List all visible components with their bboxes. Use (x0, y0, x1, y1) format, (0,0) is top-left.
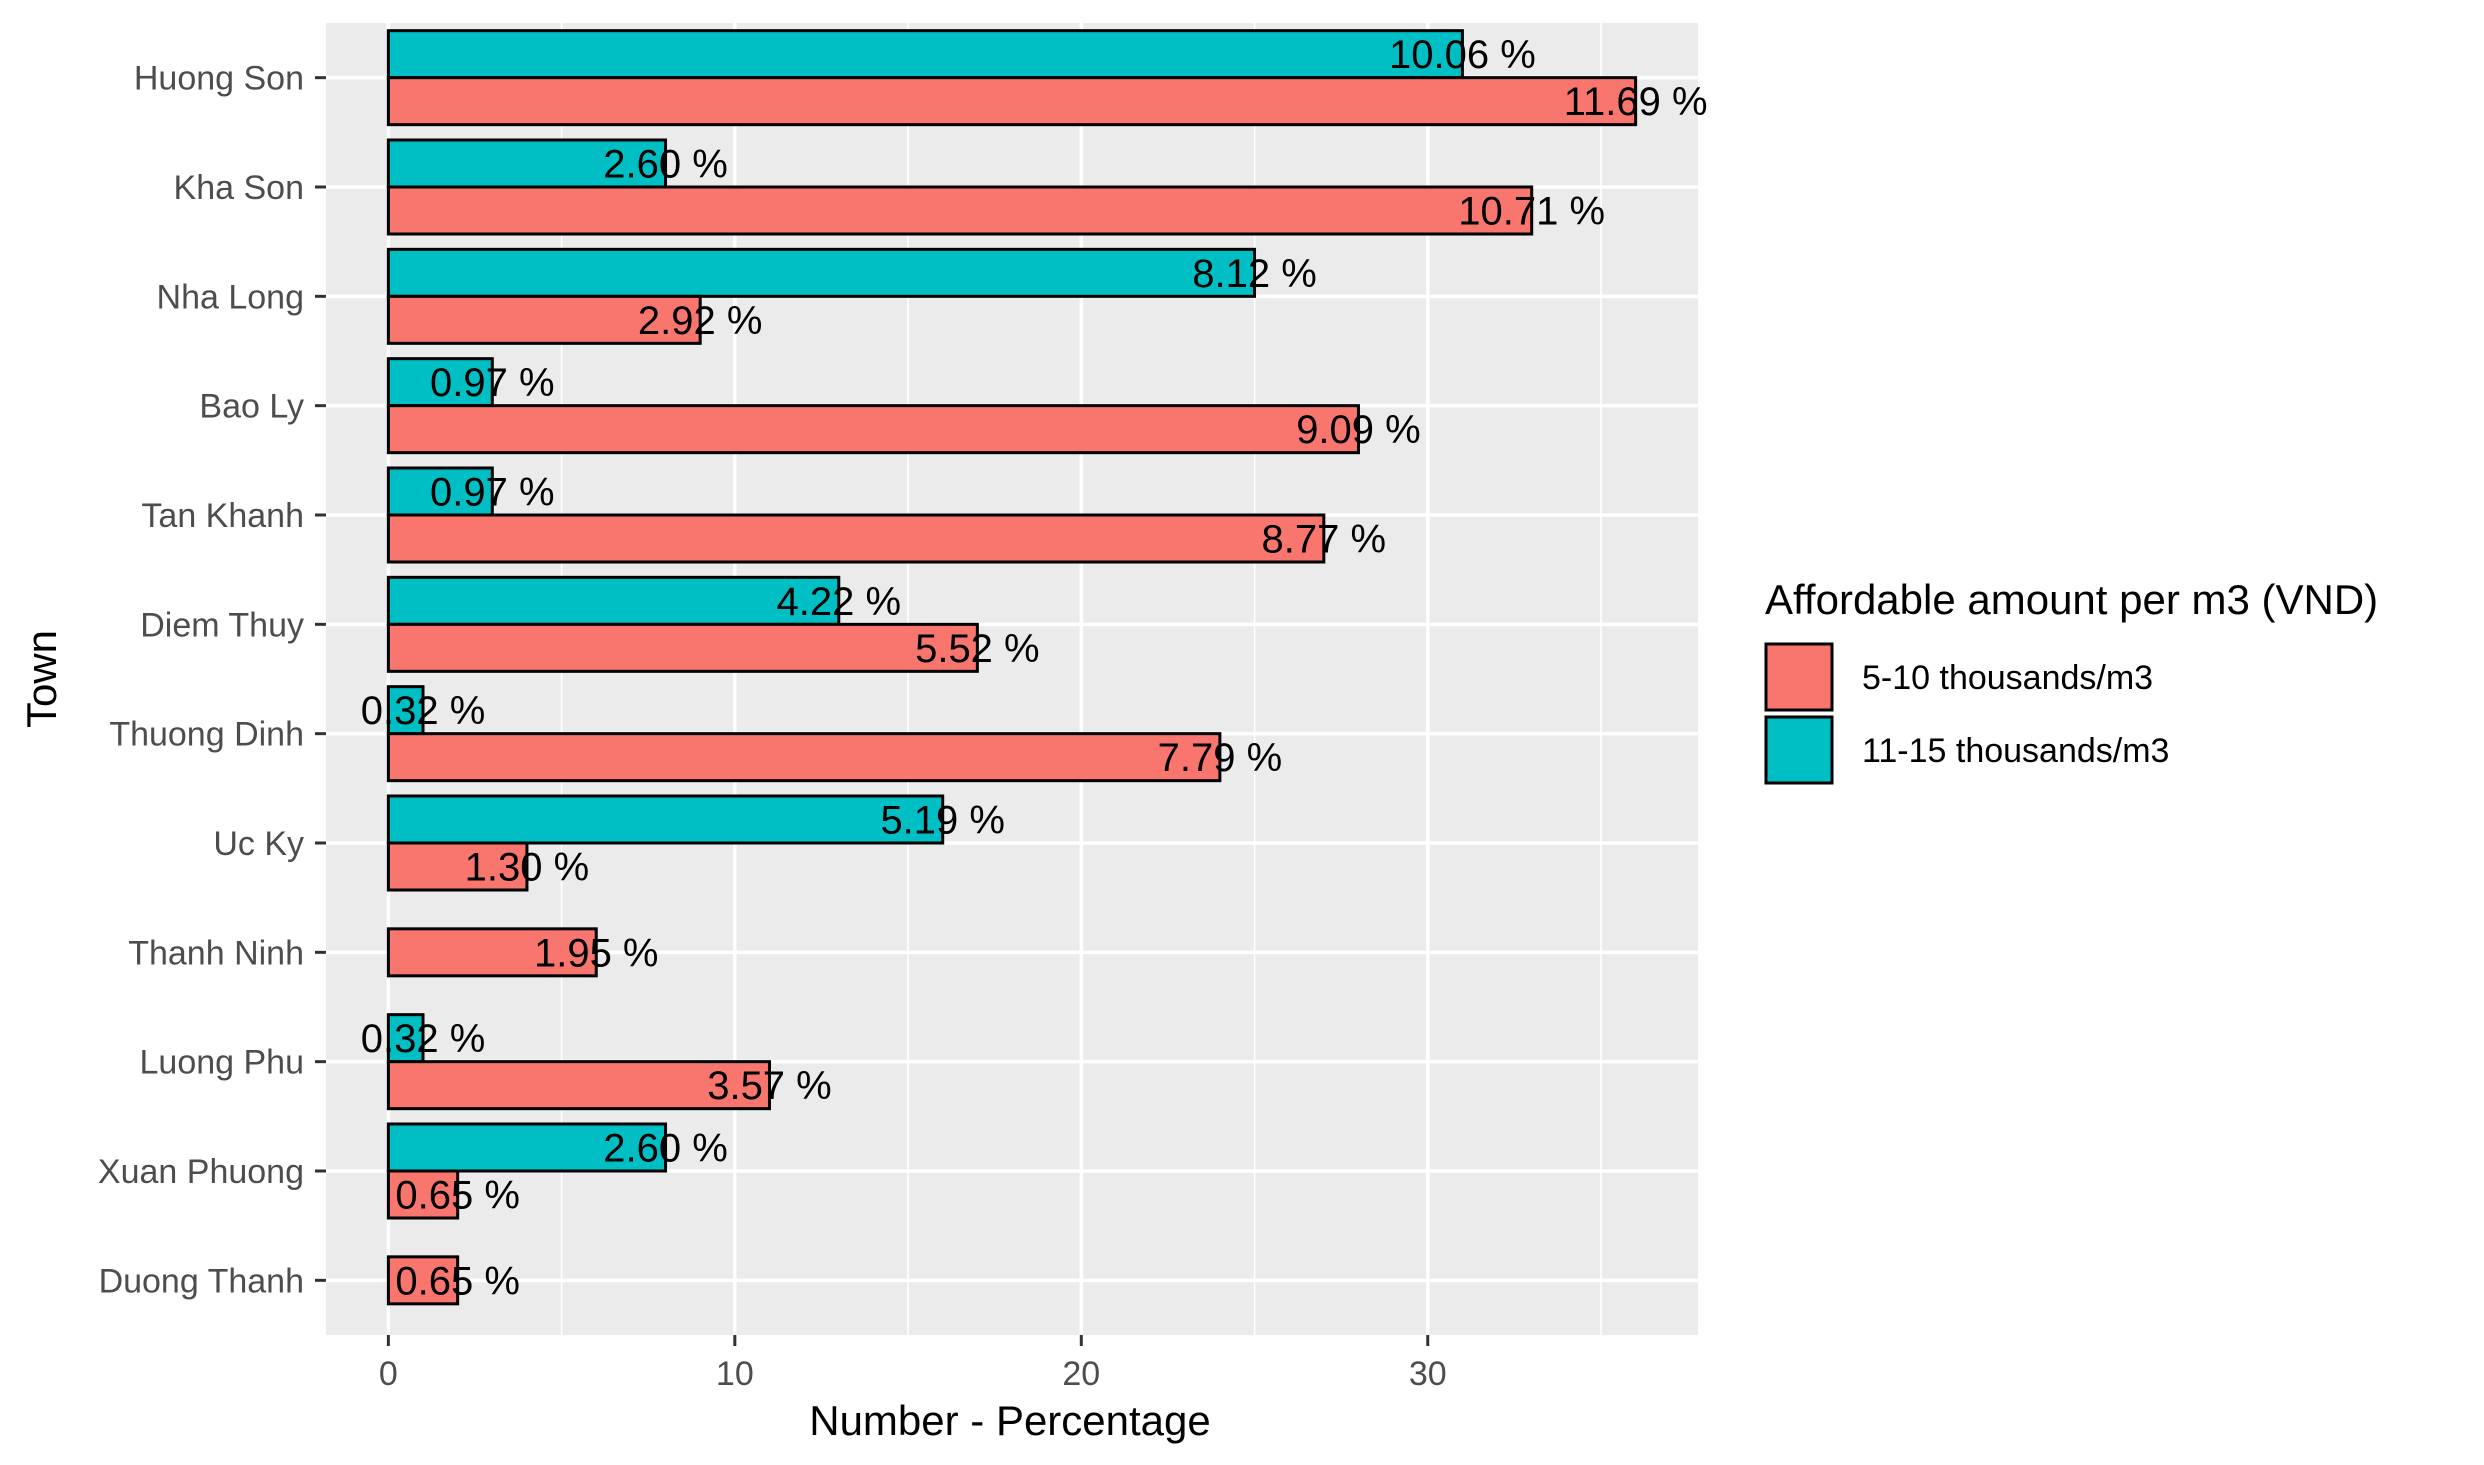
bar-series2 (386, 466, 494, 517)
data-label-series1: 0.65 % (395, 1174, 520, 1218)
bar-series2 (386, 138, 668, 189)
y-tick-label: Nha Long (157, 278, 304, 316)
data-labels: 10.06 % 11.69 % 2.60 % 10.71 % 8.12 % 2.92 % 0… (361, 33, 1708, 1303)
legend-key-11-15 (1764, 715, 1834, 785)
data-label-series1: 10.71 % (1458, 190, 1605, 234)
y-tick-label: Luong Phu (140, 1044, 305, 1082)
bar-series1 (386, 1169, 460, 1220)
data-label-series2: 2.60 % (603, 143, 728, 187)
data-label-series2: 0.32 % (361, 1017, 486, 1061)
y-tick-label: Uc Ky (213, 825, 304, 863)
data-label-series2: 5.19 % (880, 799, 1005, 843)
y-axis: Huong Son Kha Son Nha Long Bao Ly Tan Khanh D… (98, 60, 326, 1300)
x-axis-title: Number - Percentage (809, 1397, 1211, 1444)
x-tick-label: 20 (1062, 1355, 1100, 1393)
bar-series1 (386, 513, 1326, 564)
data-label-series1: 1.95 % (534, 931, 659, 975)
y-tick-label: Bao Ly (199, 388, 304, 426)
bar-series2 (386, 29, 1464, 80)
y-tick-label: Thuong Dinh (109, 716, 304, 754)
data-label-series1: 3.57 % (707, 1064, 832, 1108)
y-tick-label: Xuan Phuong (98, 1153, 304, 1191)
legend-label-5-10: 5-10 thousands/m3 (1862, 659, 2153, 697)
x-tick-label: 0 (379, 1355, 398, 1393)
legend-label-11-15: 11-15 thousands/m3 (1862, 732, 2169, 770)
bar-series2 (386, 575, 841, 626)
bar-series2 (386, 1122, 668, 1173)
legend-title: Affordable amount per m3 (VND) (1765, 576, 2378, 623)
data-label-series2: 0.32 % (361, 689, 486, 733)
y-tick-label: Duong Thanh (99, 1262, 304, 1300)
y-tick-label: Kha Son (174, 169, 304, 207)
data-label-series1: 1.30 % (465, 846, 590, 890)
bar-series2 (386, 1013, 425, 1064)
data-label-series2: 2.60 % (603, 1127, 728, 1171)
bar-series1 (386, 841, 529, 892)
bar-series1 (386, 732, 1222, 783)
y-axis-title: Town (18, 630, 65, 728)
data-label-series1: 9.09 % (1296, 408, 1421, 452)
bar-series1 (386, 1255, 460, 1306)
bar-series1 (386, 404, 1360, 455)
data-label-series2: 4.22 % (777, 580, 902, 624)
bar-series2 (386, 794, 945, 845)
y-tick-label: Tan Khanh (141, 497, 304, 535)
bar-series1 (386, 927, 598, 978)
bar-series1 (386, 622, 979, 673)
x-tick-label: 30 (1409, 1355, 1447, 1393)
bar-series1 (386, 76, 1638, 127)
bar-series1 (386, 1060, 771, 1111)
data-label-series1: 11.69 % (1564, 80, 1708, 124)
data-label-series2: 8.12 % (1192, 252, 1317, 296)
bar-series1 (386, 185, 1534, 236)
plot-panel (326, 23, 1698, 1335)
data-label-series1: 8.77 % (1262, 518, 1387, 562)
legend-key-5-10 (1764, 642, 1834, 712)
bars (386, 29, 1638, 1306)
data-label-series2: 0.97 % (430, 361, 555, 405)
data-label-series1: 0.65 % (395, 1259, 520, 1303)
bar-series2 (386, 247, 1257, 298)
data-label-series1: 5.52 % (915, 627, 1040, 671)
bar-series2 (386, 357, 494, 408)
data-label-series2: 0.97 % (430, 471, 555, 515)
y-tick-label: Thanh Ninh (128, 934, 304, 972)
y-tick-label: Diem Thuy (140, 606, 304, 644)
data-label-series1: 2.92 % (638, 299, 763, 343)
data-label-series1: 7.79 % (1158, 736, 1283, 780)
bar-series1 (386, 294, 702, 345)
legend: Affordable amount per m3 (VND) 5-10 thou… (1764, 576, 2378, 785)
data-label-series2: 10.06 % (1389, 33, 1536, 77)
y-tick-label: Huong Son (134, 60, 304, 98)
x-axis: 0 10 20 30 (379, 1335, 1447, 1393)
grid-minor (560, 23, 1602, 1335)
x-tick-label: 10 (716, 1355, 754, 1393)
